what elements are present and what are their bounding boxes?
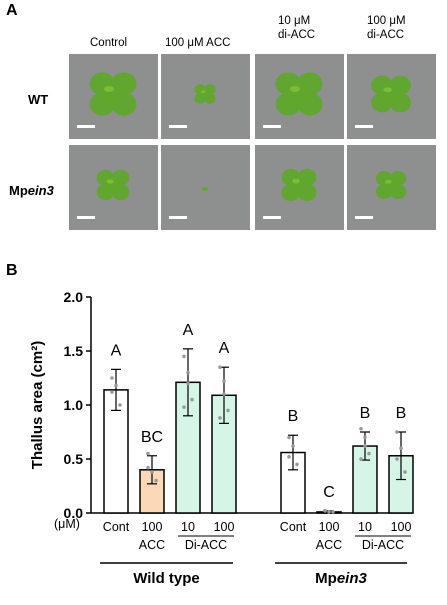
panel-a-letter: A [6,2,18,19]
x-tick-label-di-acc: Di-ACC [362,538,404,552]
y-tick-label: 0.5 [64,451,84,467]
data-point [367,451,371,456]
column-header-100-di-acc: 100 μM di-ACC [367,15,406,41]
row-header-mpein3: Mpein3 [9,183,54,198]
y-tick-label: 0.0 [64,505,84,521]
data-point [154,478,158,483]
significance-letter: B [288,408,299,425]
photo-wt-10-di-acc [255,54,344,139]
significance-letter: A [111,342,122,359]
data-point [182,354,186,359]
y-axis-label: Thallus area (cm²) [29,341,46,469]
data-point [363,444,367,448]
significance-letter: BC [141,429,163,446]
data-point [182,405,186,409]
thallus-area-chart: 0.0 0.5 1.0 1.5 2.0 Thallus area (cm²) (μM) A Co… [29,289,414,587]
scale-bar [355,216,373,219]
data-point [363,435,367,440]
data-point [395,430,399,434]
column-header-control: Control [90,37,128,49]
photo-mpein3-100-acc [161,145,250,230]
data-point [395,457,399,461]
data-point [226,408,230,413]
y-tick-label: 2.0 [64,289,84,305]
data-point [110,390,114,394]
data-point [359,457,363,461]
column-header-100-acc: 100 μM ACC [165,37,231,49]
unit-label: (μM) [54,517,80,531]
data-point [287,455,291,459]
data-point [110,376,114,380]
significance-letter: A [219,340,230,357]
group-label: Mpein3 [315,570,367,587]
panel-b-letter: B [6,262,18,279]
data-point [146,465,150,470]
x-tick-label-dose: 10 [358,520,372,534]
x-tick-label-dose: 100 [319,520,340,534]
scale-bar [77,216,95,219]
scale-bar [263,216,281,219]
data-point [186,381,190,386]
significance-letter: A [183,322,194,339]
data-point [146,451,150,456]
data-point [218,416,222,420]
group-label: Wild type [133,570,200,587]
data-point [327,510,331,514]
data-point [359,426,363,431]
x-tick-label-dose: Cont [103,520,130,534]
x-tick-label-dose: Cont [280,520,307,534]
photo-wt-100-di-acc [347,54,436,139]
x-tick-label-dose: 100 [391,520,412,534]
x-tick-label-dose: 10 [181,520,195,534]
row-header-wt: WT [28,92,49,107]
data-point [150,470,154,474]
photo-mpein3-10-di-acc [255,145,344,230]
data-point [222,379,226,384]
x-tick-label-di-acc: Di-ACC [185,538,227,552]
photo-mpein3-100-di-acc [347,145,436,230]
scale-bar [169,125,187,128]
photo-mpein3-control [69,145,158,230]
scale-bar [355,125,373,128]
data-point [190,397,194,402]
column-header-10-di-acc: 10 μM di-ACC [278,15,316,41]
data-point [114,383,118,388]
data-point [118,403,122,407]
data-point [331,510,335,514]
x-tick-label-treatment: ACC [139,538,165,552]
scale-bar [77,125,95,128]
photo-wt-100-acc [161,54,250,139]
x-tick-label-dose: 100 [142,520,163,534]
data-point [323,509,327,513]
data-point [287,435,291,440]
data-point [222,392,226,396]
data-point [218,365,222,369]
scale-bar [263,125,281,128]
significance-letter: B [360,405,371,422]
scale-bar [169,216,187,219]
significance-letter: B [396,405,407,422]
data-point [291,444,295,448]
photo-wt-control [69,54,158,139]
data-point [295,462,299,467]
x-tick-label-treatment: ACC [316,538,342,552]
data-point [399,446,403,450]
y-tick-label: 1.0 [64,397,84,413]
y-tick-label: 1.5 [64,343,84,359]
data-point [403,470,407,474]
x-tick-label-dose: 100 [214,520,235,534]
significance-letter: C [323,484,335,501]
data-point [186,370,190,375]
